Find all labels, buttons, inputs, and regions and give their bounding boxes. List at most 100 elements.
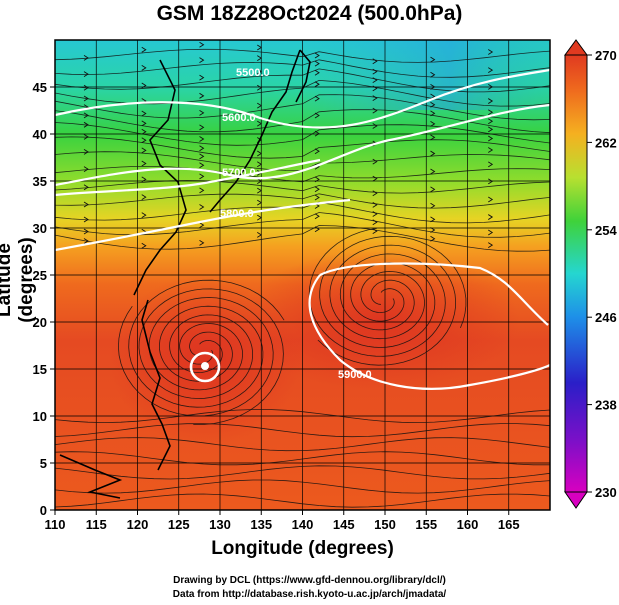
wind-arrow [372, 77, 378, 83]
wind-arrow [141, 64, 147, 71]
wind-arrow [83, 84, 89, 91]
wind-arrow [430, 150, 436, 157]
streamline-westerly [55, 122, 550, 146]
x-tick-label: 165 [498, 517, 520, 532]
x-axis-label: Longitude (degrees) [211, 538, 394, 559]
colorbar-tick-label: 262 [595, 135, 617, 150]
colorbar-ticks: 270 262 254 246 238 230 [587, 48, 617, 500]
wind-arrow [488, 84, 494, 90]
typhoon-center [201, 362, 209, 370]
wind-arrow [488, 49, 494, 55]
x-tick-label: 160 [457, 517, 479, 532]
wind-arrow [314, 81, 320, 88]
colorbar-top-arrow [564, 39, 588, 56]
y-tick-label: 15 [33, 362, 47, 377]
streamline-easterly [55, 451, 550, 466]
streamline-anticyclone [317, 244, 457, 366]
wind-arrow [141, 147, 147, 154]
wind-arrow [430, 71, 436, 78]
wind-arrow [488, 98, 494, 104]
wind-arrow [430, 84, 436, 90]
wind-arrow [372, 58, 378, 65]
wind-arrow [488, 178, 494, 185]
wind-arrow [488, 135, 494, 142]
wind-arrow [83, 148, 89, 155]
colorbar-tick-label: 254 [595, 223, 617, 238]
wind-arrow [199, 145, 205, 152]
streamline-typhoon [128, 279, 285, 408]
wind-arrow [199, 204, 205, 210]
wind-arrow [488, 242, 494, 249]
wind-arrow [430, 216, 436, 223]
wind-arrow [83, 201, 89, 208]
wind-arrow [83, 133, 89, 140]
wind-arrow [83, 228, 89, 235]
wind-arrow [199, 109, 205, 116]
wind-arrow [314, 130, 320, 137]
wind-arrow [430, 121, 436, 127]
height-contours [55, 68, 550, 390]
wind-arrow [199, 74, 205, 81]
wind-arrow [141, 194, 147, 200]
wind-arrow [141, 120, 147, 127]
wind-arrow [488, 161, 494, 168]
streamline-easterly [55, 437, 550, 452]
wind-arrow [314, 52, 320, 59]
wind-arrow [314, 112, 320, 119]
x-tick-label: 120 [127, 517, 149, 532]
streamline-easterly [55, 409, 550, 424]
typhoon-eye-contour [189, 351, 221, 383]
colorbar-ramp [564, 54, 588, 493]
wind-arrow [141, 137, 147, 144]
wind-arrow [488, 147, 494, 153]
colorbar-bottom-arrow [564, 491, 588, 509]
wind-arrow [372, 85, 378, 92]
contour-label-5700: 5700.0 [222, 167, 256, 179]
wind-arrow [257, 232, 263, 238]
wind-arrow [314, 194, 320, 201]
wind-arrow [314, 213, 320, 220]
streamline-easterly [55, 465, 550, 480]
wind-arrow [83, 238, 89, 244]
wind-arrow [430, 168, 436, 175]
coastlines [59, 49, 311, 499]
wind-arrow [83, 184, 89, 191]
wind-arrow [430, 227, 436, 233]
streamline-westerly [55, 151, 550, 171]
wind-arrow [257, 161, 263, 168]
wind-arrow [372, 201, 378, 208]
streamline-westerly [55, 225, 550, 252]
cool-area-northeast [300, 40, 550, 110]
wind-arrow [314, 186, 320, 193]
streamline-westerly [55, 180, 550, 194]
x-tick-label: 125 [168, 517, 190, 532]
wind-arrow [199, 136, 205, 142]
y-tick-label: 45 [33, 80, 47, 95]
credit-dcl: Drawing by DCL (https://www.gfd-dennou.o… [173, 575, 446, 586]
wind-arrow [83, 95, 89, 102]
wind-arrow [314, 226, 320, 233]
wind-arrow [199, 153, 205, 160]
streamline-westerly [55, 68, 550, 93]
wind-arrow [199, 222, 205, 228]
wind-arrow [199, 187, 205, 194]
wind-arrow [314, 60, 320, 67]
x-tick-label: 135 [250, 517, 272, 532]
coastline-indonesia [59, 454, 123, 499]
streamline-westerly [55, 94, 550, 121]
wind-arrow [488, 109, 494, 116]
wind-arrow [488, 229, 494, 236]
contour-5500 [55, 68, 550, 129]
contour-label-5500: 5500.0 [236, 67, 270, 79]
wind-arrow [141, 176, 147, 183]
wind-arrow [430, 186, 436, 193]
x-tick-label: 145 [333, 517, 355, 532]
wind-arrow [199, 41, 205, 48]
wind-arrow [372, 175, 378, 182]
wind-arrow [141, 46, 147, 53]
wind-arrow [257, 120, 263, 127]
streamline-westerly [55, 193, 550, 209]
credit-data-source: Data from http://database.rish.kyoto-u.a… [172, 589, 447, 600]
